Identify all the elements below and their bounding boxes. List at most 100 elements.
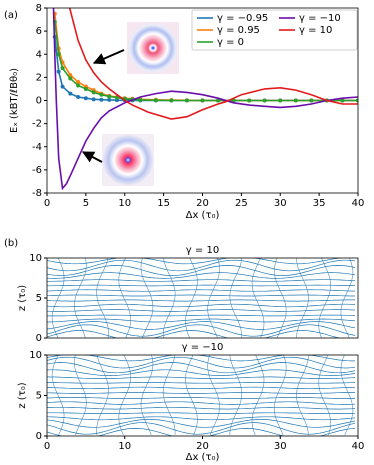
streamline <box>340 258 354 338</box>
streamline <box>47 289 356 292</box>
streamline <box>140 355 154 436</box>
x-axis-label: Δx (τ₀) <box>186 452 220 463</box>
series-line <box>68 8 358 120</box>
y-tick-label: 8 <box>36 3 42 14</box>
streamline <box>207 355 220 436</box>
streamline <box>47 299 355 302</box>
point <box>309 98 314 103</box>
y-tick-label: 10 <box>29 350 42 361</box>
streamline <box>47 412 356 414</box>
point <box>107 94 112 99</box>
x-tick-label: 35 <box>313 198 326 209</box>
y-tick-label: -6 <box>32 165 42 176</box>
y-tick-label: 6 <box>36 26 42 37</box>
x-tick-label: 0 <box>44 198 50 209</box>
point <box>356 98 358 103</box>
point <box>247 98 252 103</box>
streamline <box>47 258 343 265</box>
x-tick-label: 40 <box>352 198 365 209</box>
arrow <box>92 49 125 65</box>
legend-label: γ = 0.95 <box>217 25 260 36</box>
streamline <box>47 416 356 421</box>
y-axis-label: z (τ₀) <box>17 382 28 408</box>
x-tick-label: 10 <box>118 441 131 452</box>
point <box>56 69 61 74</box>
x-tick-label: 20 <box>196 198 209 209</box>
streamline <box>47 303 356 308</box>
streamline <box>51 258 65 338</box>
streamline <box>185 258 198 338</box>
streamline <box>47 314 356 317</box>
y-tick-label: 4 <box>36 49 42 60</box>
streamline <box>185 355 198 436</box>
x-tick-label: 0 <box>44 441 50 452</box>
point <box>340 98 345 103</box>
point <box>169 98 174 103</box>
point <box>114 95 119 100</box>
y-tick-label: 0 <box>36 333 42 344</box>
streamline <box>47 330 341 338</box>
streamline <box>118 355 131 436</box>
streamline <box>207 258 220 338</box>
streamline <box>251 258 265 338</box>
y-tick-label: 0 <box>36 431 42 442</box>
point <box>200 98 205 103</box>
streamline <box>47 324 356 337</box>
streamline <box>47 406 356 410</box>
point <box>107 97 112 102</box>
x-tick-label: 25 <box>235 198 248 209</box>
x-tick-label: 30 <box>274 441 287 452</box>
point <box>216 98 221 103</box>
streamline <box>118 258 131 338</box>
streamline <box>51 355 65 436</box>
axes-frame <box>46 354 359 437</box>
legend-box <box>191 9 358 51</box>
point <box>262 98 267 103</box>
streamline <box>47 392 355 394</box>
streamline <box>47 356 356 369</box>
stream-area <box>47 258 356 338</box>
point <box>68 76 73 81</box>
y-tick-label: 2 <box>36 72 42 83</box>
point <box>184 98 189 103</box>
streamline <box>47 321 356 330</box>
streamline <box>229 258 243 338</box>
streamline <box>296 355 309 436</box>
y-tick-label: -4 <box>32 142 42 153</box>
x-tick-label: 20 <box>196 441 209 452</box>
streamline <box>251 355 265 436</box>
chart-title: γ = −10 <box>182 342 224 353</box>
streamline <box>296 258 309 338</box>
y-tick-label: -2 <box>32 119 42 130</box>
point <box>83 96 88 101</box>
x-axis-label: Δx (τ₀) <box>186 210 220 221</box>
point <box>68 91 73 96</box>
streamline <box>47 294 355 297</box>
series-line <box>52 8 358 191</box>
point <box>76 83 81 88</box>
point <box>60 84 65 89</box>
point <box>91 90 96 95</box>
legend-label: γ = 10 <box>299 25 332 36</box>
legend-label: γ = −0.95 <box>217 13 268 24</box>
x-tick-label: 5 <box>83 198 89 209</box>
x-tick-label: 40 <box>352 441 365 452</box>
streamline <box>73 258 87 338</box>
y-tick-label: 5 <box>36 391 42 402</box>
point <box>60 66 65 71</box>
streamline <box>47 401 356 405</box>
point <box>76 95 81 100</box>
streamline <box>47 376 356 379</box>
point <box>99 97 104 102</box>
y-axis-label: z (τ₀) <box>17 285 28 311</box>
point <box>99 92 104 97</box>
streamline <box>47 309 356 312</box>
stream-area <box>47 355 356 436</box>
streamline <box>47 279 356 282</box>
streamline <box>162 258 176 338</box>
streamline <box>96 258 109 338</box>
streamline <box>318 355 332 436</box>
chart-title: γ = 10 <box>186 245 219 256</box>
streamline <box>47 369 356 376</box>
